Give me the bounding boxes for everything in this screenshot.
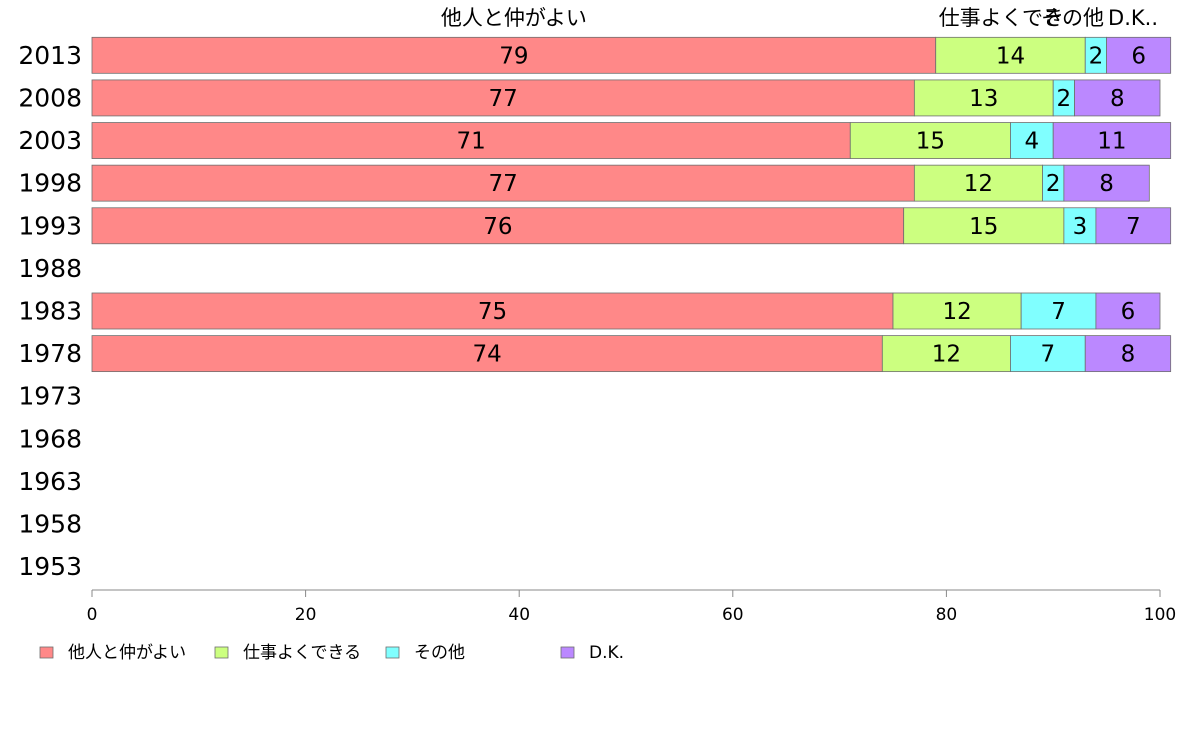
data-label: 77 xyxy=(489,171,518,197)
data-label: 8 xyxy=(1099,171,1114,197)
bar-segment xyxy=(1063,164,1150,202)
data-label: 2 xyxy=(1046,171,1061,197)
legend-label: D.K. xyxy=(589,643,624,663)
bar-segment xyxy=(91,335,883,373)
category-label: 1988 xyxy=(18,254,82,283)
bar-segment xyxy=(1095,292,1161,330)
data-label: 79 xyxy=(499,43,528,69)
data-label: 6 xyxy=(1121,299,1136,325)
data-label: 13 xyxy=(969,86,998,112)
legend-swatch xyxy=(214,646,229,659)
bar-segment xyxy=(881,335,1011,373)
bar-segment xyxy=(91,164,915,202)
data-label: 8 xyxy=(1121,342,1136,368)
bar-segment xyxy=(1052,122,1172,159)
top-label: D.K.. xyxy=(1108,6,1158,30)
legend-label: 他人と仲がよい xyxy=(68,643,186,663)
x-tick-label: 40 xyxy=(508,605,530,625)
category-label: 1953 xyxy=(18,552,82,581)
data-label: 7 xyxy=(1041,342,1056,368)
data-label: 12 xyxy=(942,299,971,325)
bar-segment xyxy=(903,207,1065,245)
top-label: 仕事よくでき xyxy=(939,6,1064,30)
data-label: 14 xyxy=(996,43,1025,69)
category-label: 1978 xyxy=(18,339,82,368)
top-label: その他 xyxy=(1041,6,1104,30)
legend-label: その他 xyxy=(414,643,465,663)
bar-segment xyxy=(892,292,1022,330)
data-label: 77 xyxy=(489,86,518,112)
data-label: 12 xyxy=(932,342,961,368)
data-label: 74 xyxy=(473,342,502,368)
legend-swatch xyxy=(39,646,54,659)
data-label: 75 xyxy=(478,299,507,325)
category-label: 2003 xyxy=(18,126,82,155)
x-tick-label: 80 xyxy=(936,605,958,625)
bar-segment xyxy=(91,79,915,117)
category-label: 1958 xyxy=(18,510,82,539)
data-label: 71 xyxy=(456,129,485,155)
category-label: 2008 xyxy=(18,83,82,112)
category-label: 1998 xyxy=(18,169,82,198)
legend-swatch xyxy=(385,646,400,659)
bar-segment xyxy=(913,79,1054,117)
category-label: 2013 xyxy=(18,41,82,70)
bar-segment xyxy=(91,207,905,245)
bar-segment xyxy=(91,122,851,159)
bar-segment xyxy=(1010,335,1086,373)
data-label: 7 xyxy=(1051,299,1066,325)
x-tick-label: 60 xyxy=(722,605,744,625)
data-label: 76 xyxy=(483,214,512,240)
data-label: 15 xyxy=(916,129,945,155)
x-tick-label: 20 xyxy=(295,605,317,625)
data-label: 11 xyxy=(1097,129,1126,155)
x-tick-label: 100 xyxy=(1144,605,1176,625)
category-label: 1973 xyxy=(18,382,82,411)
legend-label: 仕事よくできる xyxy=(243,643,361,663)
bar-segment xyxy=(1010,122,1054,159)
data-label: 3 xyxy=(1073,214,1088,240)
bar-segment xyxy=(935,36,1086,74)
bar-segment xyxy=(849,122,1011,159)
x-tick-label: 0 xyxy=(87,605,98,625)
category-label: 1983 xyxy=(18,297,82,326)
bar-segment xyxy=(1084,335,1172,373)
bar-segment xyxy=(913,164,1043,202)
bar-segment xyxy=(1063,207,1097,245)
data-label: 7 xyxy=(1126,214,1141,240)
data-label: 4 xyxy=(1025,129,1040,155)
data-label: 12 xyxy=(964,171,993,197)
data-label: 8 xyxy=(1110,86,1125,112)
data-label: 2 xyxy=(1089,43,1104,69)
bar-segment xyxy=(91,292,894,330)
bar-segment xyxy=(1106,36,1172,74)
top-label: 他人と仲がよい xyxy=(441,6,587,30)
data-label: 15 xyxy=(969,214,998,240)
data-label: 6 xyxy=(1131,43,1146,69)
bar-segment xyxy=(1095,207,1172,245)
bar-segment xyxy=(1074,79,1161,117)
data-label: 2 xyxy=(1057,86,1072,112)
category-label: 1993 xyxy=(18,211,82,240)
legend-swatch xyxy=(560,646,575,659)
category-label: 1963 xyxy=(18,467,82,496)
category-label: 1968 xyxy=(18,424,82,453)
bar-segment xyxy=(91,36,937,74)
